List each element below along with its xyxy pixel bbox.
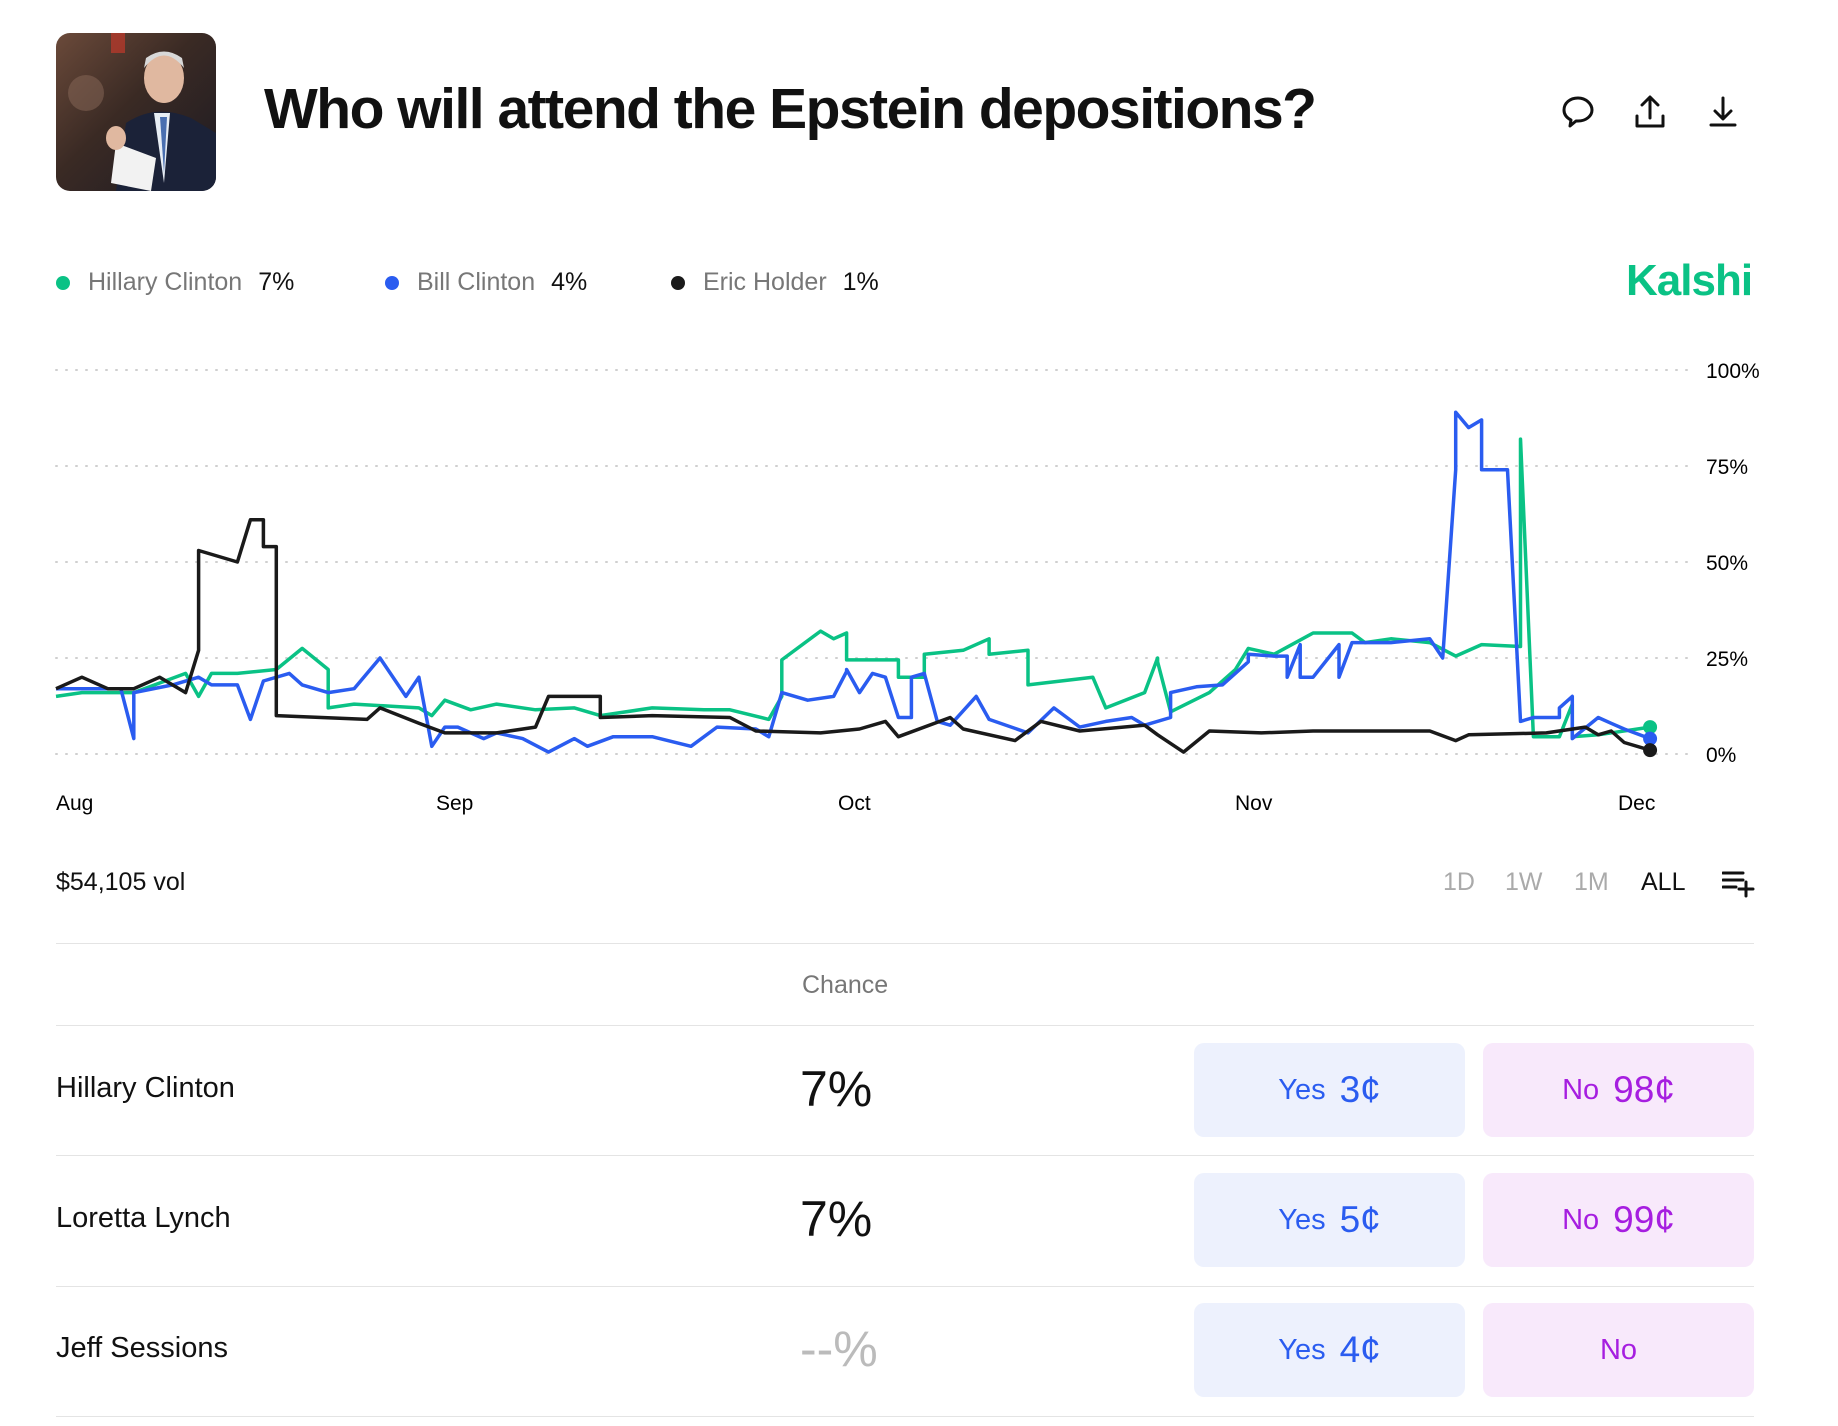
buy-no-button[interactable]: No bbox=[1483, 1303, 1754, 1397]
yes-price: 3¢ bbox=[1339, 1069, 1381, 1110]
x-tick-label: Nov bbox=[1235, 792, 1273, 815]
legend-pct: 1% bbox=[842, 268, 879, 296]
series-endpoint-eric-holder bbox=[1643, 743, 1658, 758]
yes-price: 4¢ bbox=[1339, 1329, 1381, 1370]
divider bbox=[56, 1025, 1754, 1026]
x-tick-label: Aug bbox=[56, 792, 93, 815]
outcome-name: Hillary Clinton bbox=[56, 1072, 235, 1104]
page-title: Who will attend the Epstein depositions? bbox=[264, 77, 1317, 141]
kalshi-logo: Kalshi bbox=[1626, 256, 1753, 305]
buy-yes-button[interactable]: Yes 4¢ bbox=[1194, 1303, 1465, 1397]
legend-name: Eric Holder bbox=[703, 268, 827, 296]
comment-icon bbox=[1562, 96, 1594, 128]
outcome-chance: --% bbox=[800, 1321, 878, 1377]
buy-no-button[interactable]: No 98¢ bbox=[1483, 1043, 1754, 1137]
no-price: 98¢ bbox=[1613, 1069, 1675, 1110]
divider bbox=[56, 1286, 1754, 1287]
no-label: No bbox=[1562, 1203, 1600, 1236]
series-line-eric-holder bbox=[55, 518, 1651, 754]
comment-button[interactable] bbox=[1558, 92, 1598, 132]
outcome-name: Jeff Sessions bbox=[56, 1332, 228, 1364]
black-dot-icon bbox=[671, 275, 685, 290]
yes-price: 5¢ bbox=[1339, 1199, 1381, 1240]
market-image bbox=[56, 33, 216, 191]
outcome-chance: 7% bbox=[800, 1061, 873, 1117]
divider bbox=[56, 1416, 1754, 1417]
price-chart: 100% 75% 50% 25% 0% Aug Sep Oct Nov Dec bbox=[55, 360, 1760, 815]
x-tick-label: Oct bbox=[838, 792, 871, 815]
legend-item-eric-holder: Eric Holder 1% bbox=[671, 268, 879, 297]
y-tick-label: 25% bbox=[1706, 648, 1748, 671]
green-dot-icon bbox=[56, 275, 70, 290]
x-tick-label: Dec bbox=[1618, 792, 1655, 815]
no-price: 99¢ bbox=[1613, 1199, 1675, 1240]
blue-dot-icon bbox=[385, 275, 399, 290]
x-tick-label: Sep bbox=[436, 792, 473, 815]
yes-label: Yes bbox=[1278, 1073, 1326, 1106]
buy-yes-button[interactable]: Yes 3¢ bbox=[1194, 1043, 1465, 1137]
legend-item-bill-clinton: Bill Clinton 4% bbox=[385, 268, 587, 297]
legend-pct: 4% bbox=[551, 268, 588, 296]
outcome-chance: 7% bbox=[800, 1191, 873, 1247]
legend-pct: 7% bbox=[258, 268, 295, 296]
range-all-button[interactable]: ALL bbox=[1641, 868, 1686, 896]
range-1w-button[interactable]: 1W bbox=[1505, 868, 1543, 896]
no-label: No bbox=[1599, 1333, 1638, 1366]
share-icon bbox=[1635, 95, 1665, 128]
list-add-icon bbox=[1721, 871, 1755, 898]
add-to-list-button[interactable] bbox=[1721, 868, 1756, 898]
y-tick-label: 0% bbox=[1706, 744, 1736, 767]
person-photo-icon bbox=[68, 33, 216, 191]
range-1d-button[interactable]: 1D bbox=[1443, 868, 1475, 896]
buy-no-button[interactable]: No 99¢ bbox=[1483, 1173, 1754, 1267]
outcome-name: Loretta Lynch bbox=[56, 1202, 231, 1234]
series-endpoint-bill-clinton bbox=[1643, 731, 1658, 746]
volume-text: $54,105 vol bbox=[56, 868, 186, 896]
download-icon bbox=[1709, 96, 1737, 127]
yes-label: Yes bbox=[1278, 1203, 1326, 1236]
y-tick-label: 75% bbox=[1706, 456, 1748, 479]
buy-yes-button[interactable]: Yes 5¢ bbox=[1194, 1173, 1465, 1267]
share-button[interactable] bbox=[1630, 92, 1670, 132]
chance-column-header: Chance bbox=[802, 971, 889, 999]
legend-name: Hillary Clinton bbox=[88, 268, 243, 296]
series-endpoint-hillary-clinton bbox=[1643, 720, 1658, 735]
divider bbox=[56, 1155, 1754, 1156]
no-label: No bbox=[1562, 1073, 1600, 1106]
legend-item-hillary-clinton: Hillary Clinton 7% bbox=[56, 268, 294, 297]
yes-label: Yes bbox=[1278, 1333, 1326, 1366]
legend-name: Bill Clinton bbox=[417, 268, 536, 296]
y-tick-label: 50% bbox=[1706, 552, 1748, 575]
series-line-hillary-clinton bbox=[55, 437, 1651, 739]
range-1m-button[interactable]: 1M bbox=[1574, 868, 1609, 896]
y-tick-label: 100% bbox=[1706, 360, 1760, 383]
divider bbox=[56, 943, 1754, 944]
series-line-bill-clinton bbox=[56, 410, 1651, 754]
download-button[interactable] bbox=[1703, 92, 1743, 132]
